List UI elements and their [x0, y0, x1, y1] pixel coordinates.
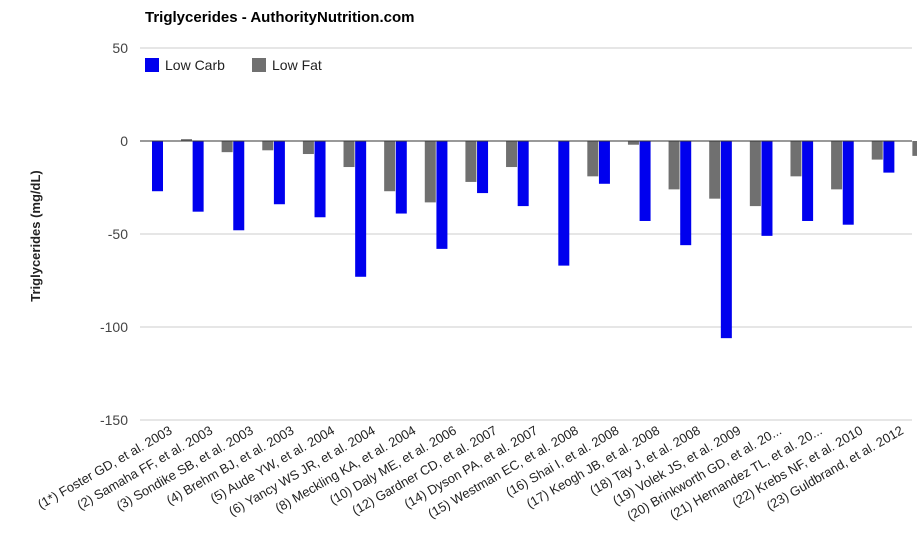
bar-low-carb	[883, 141, 895, 173]
bar-low-carb	[233, 141, 245, 231]
y-axis-ticks: 50 0 -50 -100 -150	[100, 40, 128, 428]
bar-low-fat	[424, 141, 436, 203]
bar-low-carb	[152, 141, 163, 192]
bar-low-carb	[477, 141, 489, 194]
bar-low-fat	[790, 141, 802, 177]
y-axis-label: Triglycerides (mg/dL)	[28, 170, 43, 301]
bar-low-carb	[842, 141, 854, 225]
legend-swatch-low-fat	[252, 58, 266, 72]
bar-low-fat	[831, 141, 843, 190]
bar-low-fat	[871, 141, 883, 160]
bar-low-carb	[436, 141, 448, 249]
bar-low-fat	[587, 141, 599, 177]
chart-title: Triglycerides - AuthorityNutrition.com	[145, 9, 414, 26]
y-tick-label: 50	[112, 40, 128, 56]
bar-low-carb	[558, 141, 570, 266]
gridlines	[140, 47, 912, 421]
bar-low-fat	[343, 141, 355, 168]
x-axis-category-labels: (1*) Foster GD, et al. 2003(2) Samaha FF…	[35, 423, 906, 524]
y-tick-label: -50	[108, 226, 128, 242]
bar-low-fat	[709, 141, 721, 199]
bar-low-fat	[262, 141, 274, 151]
bar-low-fat	[465, 141, 477, 182]
bar-low-carb	[720, 141, 732, 339]
bar-low-carb	[395, 141, 407, 214]
bar-low-carb	[680, 141, 692, 246]
bar-low-fat	[384, 141, 396, 192]
bar-low-fat	[221, 141, 233, 153]
bar-low-carb	[192, 141, 204, 212]
bar-low-fat	[302, 141, 314, 155]
bar-low-carb	[761, 141, 773, 236]
bar-low-carb	[517, 141, 529, 207]
bar-low-fat	[506, 141, 518, 168]
legend-swatch-low-carb	[145, 58, 159, 72]
y-tick-label: 0	[120, 133, 128, 149]
bar-low-fat	[627, 141, 639, 145]
legend: Low Carb Low Fat	[145, 57, 322, 73]
bar-low-carb	[639, 141, 651, 221]
bar-low-fat	[912, 141, 917, 156]
y-tick-label: -100	[100, 319, 128, 335]
bar-low-fat	[181, 139, 192, 141]
bar-low-fat	[668, 141, 680, 190]
bars	[152, 139, 917, 339]
bar-low-carb	[598, 141, 610, 184]
bar-low-carb	[314, 141, 326, 218]
bar-low-fat	[749, 141, 761, 207]
bar-low-carb	[802, 141, 814, 221]
y-tick-label: -150	[100, 412, 128, 428]
bar-low-carb	[273, 141, 285, 205]
legend-label-low-carb: Low Carb	[165, 57, 225, 73]
legend-label-low-fat: Low Fat	[272, 57, 322, 73]
bar-low-carb	[355, 141, 367, 277]
